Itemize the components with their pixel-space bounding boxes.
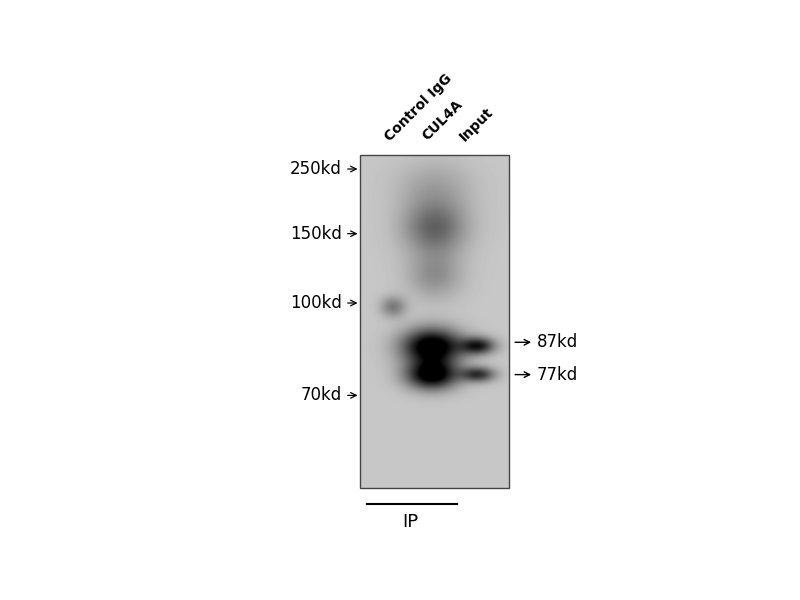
Text: Control IgG: Control IgG [382, 71, 454, 143]
Text: 77kd: 77kd [537, 365, 578, 383]
Text: 250kd: 250kd [290, 160, 342, 178]
Text: 87kd: 87kd [537, 333, 578, 351]
Text: IP: IP [402, 513, 418, 531]
Text: Input: Input [457, 104, 496, 143]
Text: 150kd: 150kd [290, 224, 342, 242]
Bar [360, 155, 510, 488]
Text: CUL4A: CUL4A [419, 98, 465, 143]
Text: 100kd: 100kd [290, 294, 342, 312]
Text: 70kd: 70kd [301, 386, 342, 404]
Text: WWW.PTGLB.COM: WWW.PTGLB.COM [391, 258, 404, 385]
